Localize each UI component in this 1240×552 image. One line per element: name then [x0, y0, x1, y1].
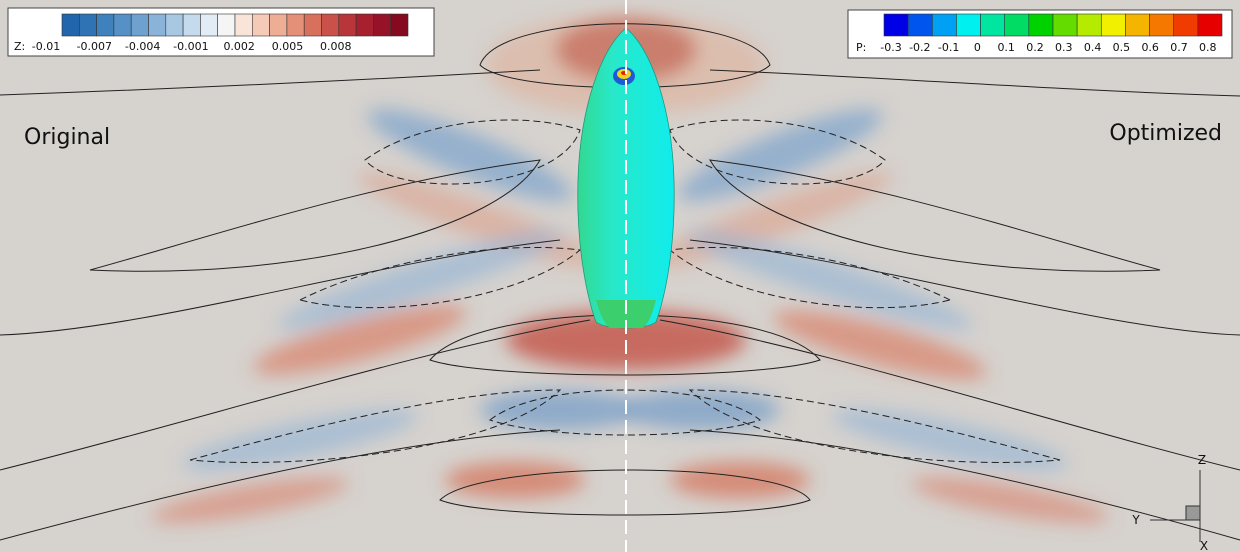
colorbar-label: 0.2 — [1026, 41, 1044, 54]
colorbar-cell — [166, 14, 183, 36]
colorbar-cell — [1053, 14, 1077, 36]
colorbar-cell — [62, 14, 79, 36]
axis-y: Y — [1131, 513, 1140, 527]
colorbar-cell — [908, 14, 932, 36]
colorbar-label: 0.005 — [272, 40, 304, 53]
colorbar-cell — [1077, 14, 1101, 36]
colorbar-cell — [1174, 14, 1198, 36]
colorbar-label: 0.4 — [1084, 41, 1102, 54]
colorbar-cell — [287, 14, 304, 36]
colorbar-label: 0.002 — [223, 40, 255, 53]
colorbar-label: 0.8 — [1199, 41, 1217, 54]
colorbar-cell — [1198, 14, 1222, 36]
colorbar-label: -0.1 — [938, 41, 959, 54]
colorbar-label: -0.007 — [77, 40, 112, 53]
colorbar-cell — [270, 14, 287, 36]
colorbar-cell — [1101, 14, 1125, 36]
colorbar-cell — [200, 14, 217, 36]
colorbar-label: -0.01 — [32, 40, 60, 53]
colorbar-cell — [956, 14, 980, 36]
colorbar-label: 0.008 — [320, 40, 352, 53]
colorbar-label: 0.5 — [1113, 41, 1131, 54]
colorbar-cell — [373, 14, 390, 36]
colorbar-label: 0 — [974, 41, 981, 54]
axis-z: Z — [1198, 453, 1206, 467]
colorbar-label: -0.001 — [173, 40, 208, 53]
colorbar-prefix: P: — [856, 41, 866, 54]
flow-field: Original Optimized Z Y X Z: -0.01 -0.007 -0… — [0, 0, 1240, 552]
colorbar-cell — [131, 14, 148, 36]
colorbar-cell — [322, 14, 339, 36]
colorbar-cell — [1150, 14, 1174, 36]
colorbar-cell — [149, 14, 166, 36]
colorbar-label: -0.3 — [880, 41, 901, 54]
colorbar-cell — [252, 14, 269, 36]
colorbar-label: -0.2 — [909, 41, 930, 54]
colorbar-label: -0.004 — [125, 40, 160, 53]
colorbar-label: 0.7 — [1170, 41, 1188, 54]
colorbar-label: 0.6 — [1141, 41, 1159, 54]
colorbar-cell — [884, 14, 908, 36]
colorbar-cell — [981, 14, 1005, 36]
colorbar-label: 0.1 — [997, 41, 1015, 54]
colorbar-cell — [79, 14, 96, 36]
colorbar-cell — [304, 14, 321, 36]
label-optimized: Optimized — [1109, 121, 1222, 146]
colorbar-cell — [339, 14, 356, 36]
colorbar-cell — [391, 14, 408, 36]
colorbar-prefix: Z: — [14, 40, 25, 53]
colorbar-label: 0.3 — [1055, 41, 1073, 54]
colorbar-cell — [218, 14, 235, 36]
figure: Original Optimized Z Y X Z: -0.01 -0.007 -0… — [0, 0, 1240, 552]
colorbar-cell — [183, 14, 200, 36]
colorbar-cell — [932, 14, 956, 36]
colorbar-cell — [114, 14, 131, 36]
label-original: Original — [24, 125, 110, 150]
colorbar-cell — [1029, 14, 1053, 36]
colorbar-cell — [356, 14, 373, 36]
colorbar-cell — [97, 14, 114, 36]
colorbar-cell — [1125, 14, 1149, 36]
axis-x: X — [1200, 539, 1208, 552]
colorbar-cell — [235, 14, 252, 36]
colorbar-cell — [1005, 14, 1029, 36]
